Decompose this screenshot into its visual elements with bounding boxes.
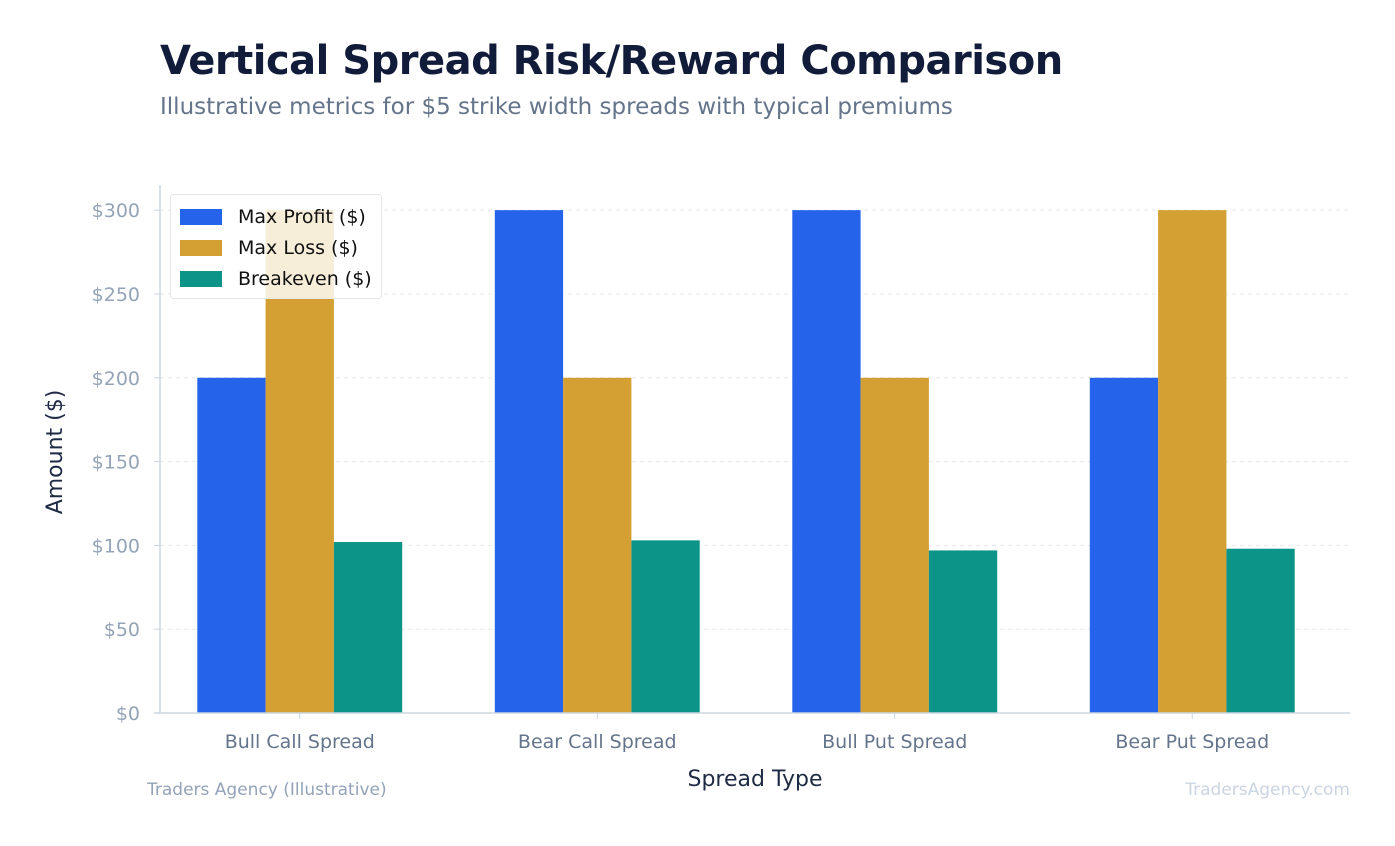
x-tick-label: Bull Call Spread (225, 731, 375, 753)
grid-lines (160, 209, 1350, 630)
legend-label: Max Loss ($) (238, 236, 358, 259)
y-tick-label: $0 (116, 703, 140, 725)
legend-label: Max Profit ($) (238, 205, 366, 228)
bar (197, 377, 266, 713)
bar (563, 377, 632, 713)
legend-item-max-profit: Max Profit ($) (171, 201, 381, 232)
x-tick-label: Bear Put Spread (1115, 731, 1269, 753)
bar (1226, 548, 1295, 713)
x-axis-label: Spread Type (688, 767, 823, 792)
chart-legend: Max Profit ($) Max Loss ($) Breakeven ($… (170, 194, 382, 299)
y-axis-label: Amount ($) (43, 390, 68, 515)
y-tick-label: $50 (104, 619, 140, 641)
footer-source: Traders Agency (Illustrative) (147, 780, 387, 800)
y-tick-label: $250 (92, 284, 140, 306)
bar (1158, 210, 1227, 713)
bar (333, 542, 403, 713)
bar (928, 550, 998, 713)
chart-title: Vertical Spread Risk/Reward Comparison (160, 38, 1063, 84)
x-tick-label: Bear Call Spread (518, 731, 677, 753)
bar (631, 540, 700, 713)
x-axis-ticks: Bull Call Spread Bear Call Spread Bull Put… (225, 713, 1269, 753)
footer-watermark: TradersAgency.com (1185, 780, 1350, 800)
bar (494, 210, 564, 713)
y-tick-label: $150 (92, 452, 140, 474)
y-tick-label: $300 (92, 200, 140, 222)
axes (154, 185, 1350, 714)
legend-label: Breakeven ($) (238, 267, 372, 290)
legend-swatch (180, 208, 222, 225)
legend-swatch (180, 270, 222, 287)
legend-swatch (180, 239, 222, 256)
legend-item-breakeven: Breakeven ($) (171, 263, 381, 294)
bar (860, 377, 929, 713)
x-tick-label: Bull Put Spread (822, 731, 967, 753)
y-tick-label: $100 (92, 535, 140, 557)
chart-subtitle: Illustrative metrics for $5 strike width… (160, 94, 953, 120)
legend-item-max-loss: Max Loss ($) (171, 232, 381, 263)
y-tick-label: $200 (92, 368, 140, 390)
bar (1089, 377, 1159, 713)
bar (792, 210, 861, 713)
y-axis-ticks: $0 $50 $100 $150 $200 $250 $300 (92, 200, 160, 725)
